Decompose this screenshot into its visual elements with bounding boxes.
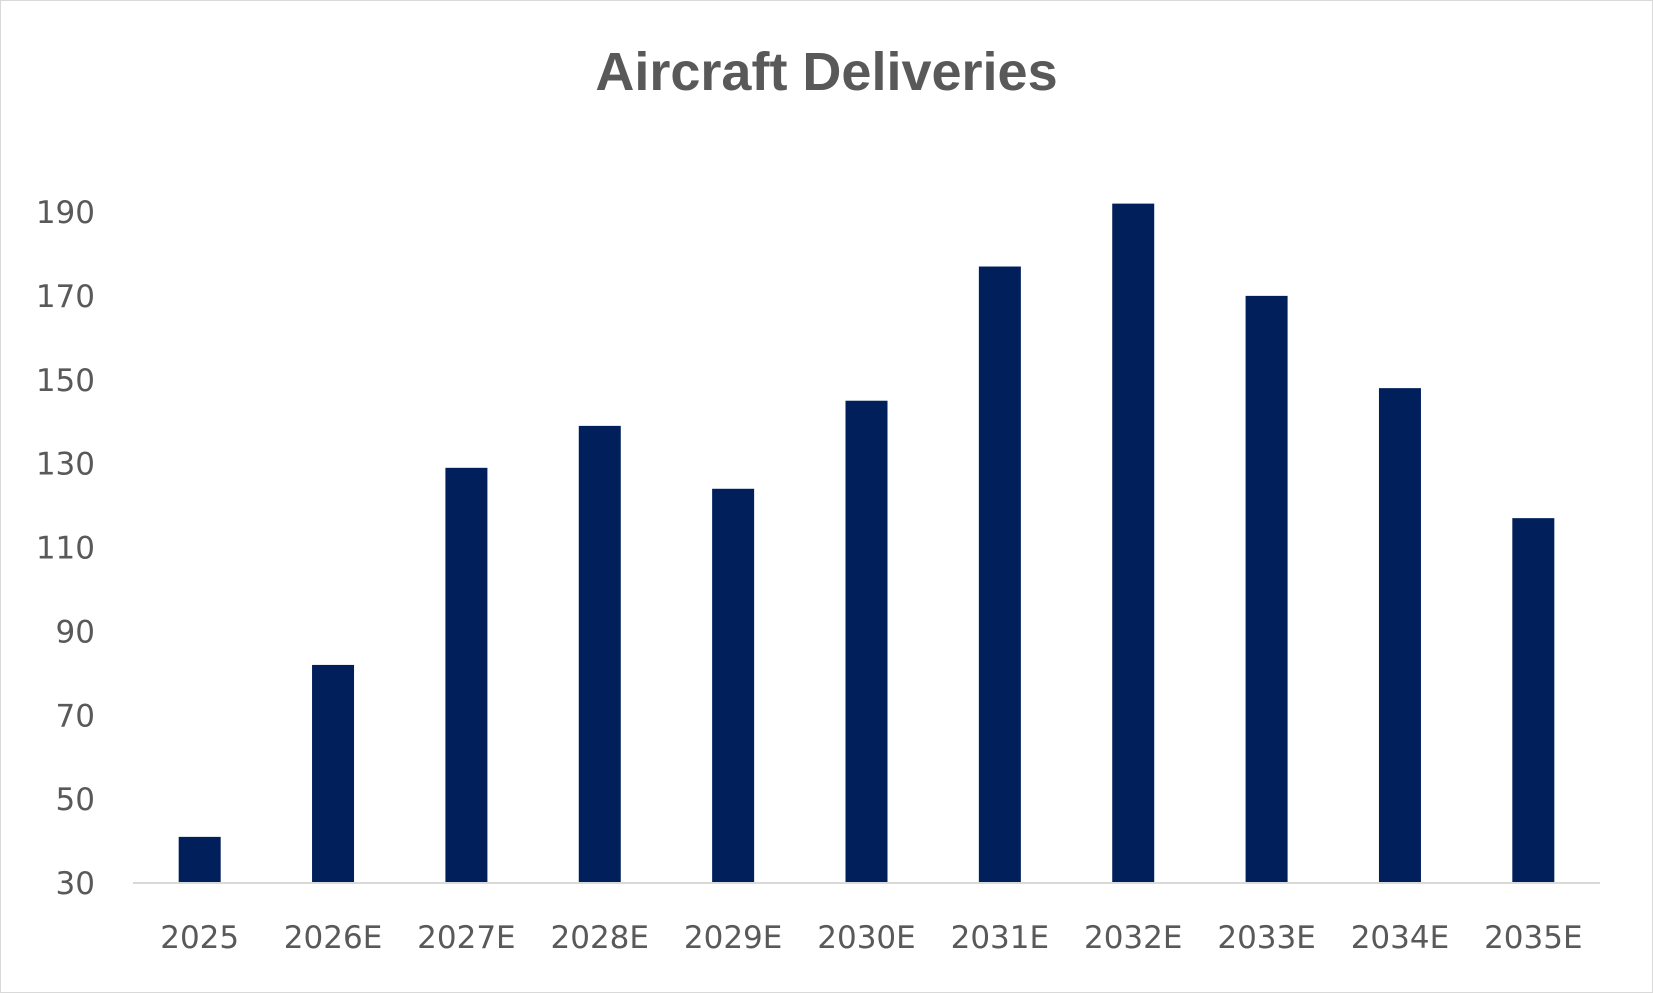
y-tick-label: 50 <box>56 782 95 818</box>
bar-2027e <box>445 467 488 883</box>
x-tick-label: 2034E <box>1351 920 1449 956</box>
y-tick-label: 90 <box>56 614 95 650</box>
y-tick-label: 130 <box>36 447 95 483</box>
bar-2030e <box>845 400 888 883</box>
bar-2029e <box>712 488 755 883</box>
x-tick-label: 2027E <box>417 920 515 956</box>
x-axis-ticks: 2025 2026E 2027E 2028E 2029E 2030E 2031E 2032E 2… <box>160 920 1582 956</box>
bar-2025 <box>178 836 221 883</box>
x-tick-label: 2031E <box>951 920 1049 956</box>
bar-2034e <box>1378 388 1421 883</box>
bar-2031e <box>978 266 1021 883</box>
y-tick-label: 150 <box>36 363 95 399</box>
x-tick-label: 2035E <box>1484 920 1582 956</box>
y-tick-label: 190 <box>36 195 95 231</box>
bar-2035e <box>1512 518 1555 883</box>
x-tick-label: 2030E <box>817 920 915 956</box>
bar-2026e <box>312 664 355 883</box>
bar-2033e <box>1245 295 1288 883</box>
bar-2032e <box>1112 203 1155 884</box>
y-tick-label: 30 <box>56 866 95 902</box>
x-tick-label: 2028E <box>551 920 649 956</box>
y-tick-label: 70 <box>56 698 95 734</box>
x-tick-label: 2033E <box>1217 920 1315 956</box>
y-tick-label: 110 <box>36 531 95 567</box>
y-tick-label: 170 <box>36 279 95 315</box>
bars <box>178 203 1555 884</box>
y-axis-ticks: 30 50 70 90 110 130 150 170 190 <box>36 195 95 902</box>
bar-2028e <box>578 425 621 883</box>
x-tick-label: 2025 <box>160 920 239 956</box>
x-tick-label: 2026E <box>284 920 382 956</box>
chart-title: Aircraft Deliveries <box>595 42 1058 102</box>
x-tick-label: 2032E <box>1084 920 1182 956</box>
x-tick-label: 2029E <box>684 920 782 956</box>
